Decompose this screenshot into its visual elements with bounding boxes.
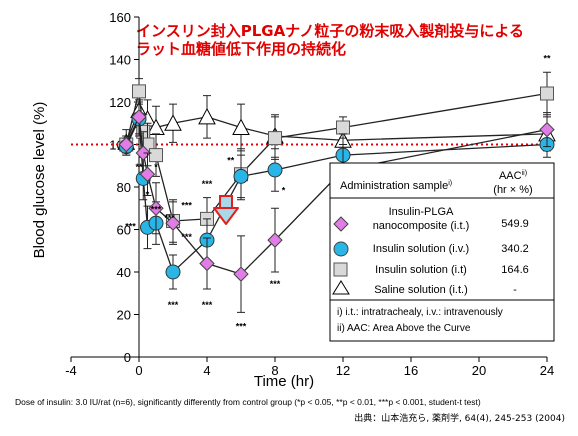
- y-tick-label: 40: [117, 265, 131, 280]
- significance-label: ***: [202, 179, 213, 189]
- x-tick-label: 16: [404, 363, 418, 378]
- legend-col-aac-unit: (hr × %): [493, 184, 532, 196]
- significance-label: ***: [181, 200, 192, 210]
- series-group: [117, 71, 556, 313]
- y-tick-label: 80: [117, 180, 131, 195]
- x-tick-label: 0: [135, 363, 142, 378]
- significance-labels: ****************************************: [125, 54, 551, 332]
- legend-row3-label: Insulin solution (i.t): [375, 264, 467, 276]
- legend-col-sample: Administration samplei): [340, 180, 452, 192]
- x-axis-label: Time (hr): [254, 373, 314, 390]
- data-point: [267, 162, 283, 178]
- y-tick-label: 140: [109, 53, 131, 68]
- down-arrow-icon: [213, 195, 239, 225]
- chart-title-line2: ラット血糖値低下作用の持続化: [136, 40, 346, 58]
- legend-row1-label-line1: Insulin-PLGA: [389, 206, 454, 218]
- data-point: [165, 264, 181, 280]
- data-point: [233, 168, 249, 184]
- significance-label: ***: [236, 321, 247, 331]
- significance-label: **: [227, 156, 235, 166]
- legend: Administration samplei) AACii) (hr × %) …: [329, 162, 555, 342]
- x-tick-label: 4: [203, 363, 210, 378]
- legend-row4-label: Saline solution (i.t.): [374, 284, 468, 296]
- data-point: [199, 255, 215, 272]
- significance-label: **: [543, 54, 551, 64]
- legend-box: [329, 162, 555, 342]
- data-point: [336, 120, 350, 135]
- significance-label: ***: [125, 222, 136, 232]
- data-point: [132, 84, 146, 99]
- data-point: [198, 107, 216, 125]
- legend-row3-aac: 164.6: [501, 264, 529, 276]
- x-tick-label: 12: [336, 363, 350, 378]
- legend-row1-aac: 549.9: [501, 218, 529, 230]
- data-point: [540, 86, 554, 101]
- significance-label: ***: [151, 205, 162, 215]
- data-point: [164, 114, 182, 131]
- x-tick-label: 24: [540, 363, 554, 378]
- legend-footnote-2: ii) AAC: Area Above the Curve: [337, 323, 471, 334]
- x-tick-label: 20: [472, 363, 486, 378]
- data-point: [232, 118, 250, 135]
- data-point: [135, 145, 151, 161]
- data-point: [267, 232, 283, 248]
- significance-label: ***: [168, 300, 179, 310]
- source-note: 出典：山本浩充ら, 薬剤学, 64(4), 245-253 (2004): [354, 412, 565, 424]
- y-axis-label: Blood glucose level (%): [31, 102, 48, 259]
- legend-col-aac: AACii): [499, 170, 527, 182]
- y-tick-label: 120: [109, 95, 131, 110]
- data-point: [148, 200, 164, 216]
- legend-row2-label: Insulin solution (i.v.): [373, 243, 469, 255]
- x-tick-label: 8: [271, 363, 278, 378]
- y-tick-label: 20: [117, 308, 131, 323]
- significance-label: *: [146, 190, 150, 200]
- legend-footnote-1: i) i.t.: intratrachealy, i.v.: intraveno…: [337, 307, 503, 318]
- data-point: [165, 215, 181, 231]
- x-tick-label: -4: [65, 363, 77, 378]
- legend-row4-aac: -: [513, 284, 517, 296]
- significance-label: ***: [164, 213, 175, 223]
- significance-label: ***: [202, 300, 213, 310]
- significance-label: ***: [270, 279, 281, 289]
- legend-triangle-marker: [332, 280, 350, 295]
- significance-label: ***: [181, 232, 192, 242]
- data-point: [149, 148, 163, 163]
- significance-label: *: [282, 185, 286, 195]
- legend-diamond-marker: [333, 216, 349, 232]
- data-point: [139, 166, 156, 182]
- legend-circle-marker: [333, 241, 349, 257]
- chart-title-line1: インスリン封入PLGAナノ粒子の粉末吸入製剤投与による: [136, 22, 524, 40]
- legend-row1-label-line2: nanocomposite (i.t.): [373, 220, 470, 232]
- data-point: [118, 136, 134, 153]
- significance-label: **: [135, 162, 143, 172]
- data-point: [539, 121, 555, 138]
- data-point: [268, 131, 282, 146]
- series-diamond: [118, 99, 555, 313]
- y-tick-label: 0: [124, 350, 131, 365]
- legend-square-marker: [333, 262, 348, 277]
- y-tick-label: 160: [109, 10, 131, 25]
- significance-label: *: [154, 162, 158, 172]
- legend-row2-aac: 340.2: [501, 243, 529, 255]
- data-point: [233, 266, 249, 282]
- data-point: [131, 109, 147, 125]
- y-tick-label: 60: [117, 223, 131, 238]
- dose-note: Dose of insulin: 3.0 IU/rat (n=6), signi…: [15, 397, 481, 407]
